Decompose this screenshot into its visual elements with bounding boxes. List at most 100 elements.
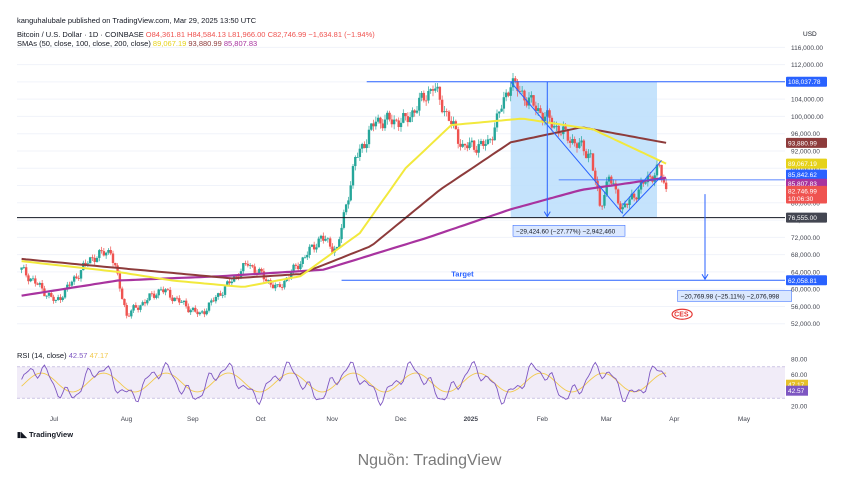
rsi-tag-text: 42.57 xyxy=(788,388,805,395)
candle xyxy=(70,280,74,288)
tv-brand: TradingView xyxy=(28,430,74,439)
candle xyxy=(632,191,636,202)
candle xyxy=(532,95,535,107)
candle xyxy=(228,278,231,287)
candle xyxy=(392,115,396,130)
candle xyxy=(509,82,512,102)
candle xyxy=(72,274,76,285)
candle xyxy=(479,138,483,146)
candle xyxy=(68,281,71,288)
candle-body xyxy=(164,289,167,293)
candle-body xyxy=(38,283,42,285)
candle xyxy=(436,83,439,93)
candle xyxy=(548,108,551,123)
candle-body xyxy=(100,250,103,252)
candle xyxy=(29,277,32,283)
candle-body xyxy=(278,284,282,288)
candle-body xyxy=(139,305,142,310)
y-tick-label: 80,000.00 xyxy=(791,200,820,207)
candle-body xyxy=(104,252,108,256)
candle-body xyxy=(102,251,106,256)
candle xyxy=(616,188,620,205)
candle-body xyxy=(116,265,119,274)
rsi-tick-label: 20.00 xyxy=(791,404,808,411)
candle xyxy=(296,262,300,271)
candle-body xyxy=(578,142,581,148)
candle xyxy=(447,110,451,122)
y-tick-label: 60,000.00 xyxy=(791,287,820,294)
candle xyxy=(626,203,629,209)
candle-body xyxy=(77,278,80,279)
candle xyxy=(477,139,480,158)
candle xyxy=(628,196,631,209)
candle xyxy=(61,295,64,302)
candle xyxy=(388,110,391,122)
candle-body xyxy=(56,297,60,300)
candle-body xyxy=(388,112,391,120)
candle-body xyxy=(59,297,62,300)
candle xyxy=(246,260,250,268)
candle-body xyxy=(358,148,362,158)
candle xyxy=(399,117,403,132)
tag-sma100-text: 93,880.99 xyxy=(788,140,817,147)
candle-body xyxy=(27,275,30,282)
candle xyxy=(418,92,421,116)
candle-body xyxy=(45,295,48,297)
candle-body xyxy=(75,276,78,279)
candle-body xyxy=(427,90,430,101)
candle-body xyxy=(63,288,67,298)
candle-body xyxy=(150,293,154,295)
candle-body xyxy=(472,140,476,150)
watermark-ellipse xyxy=(671,308,693,320)
candle-body xyxy=(523,90,526,101)
candle xyxy=(132,304,135,314)
candle xyxy=(614,179,618,194)
candle-body xyxy=(354,157,357,167)
candle xyxy=(196,309,199,317)
candle-body xyxy=(267,280,270,282)
time-axis: Jul Aug Sep Oct Nov Dec 2025 Feb Mar Apr May xyxy=(50,416,751,423)
candle-body xyxy=(514,78,517,82)
wedge-upper xyxy=(622,160,662,206)
candle-body xyxy=(212,300,215,302)
candle-body xyxy=(242,263,245,272)
candle-body xyxy=(374,121,378,127)
candle xyxy=(93,254,96,265)
candle-body xyxy=(303,257,307,259)
candle-body xyxy=(628,199,631,205)
candle xyxy=(397,117,400,131)
sma-label: SMAs (50, close, 100, close, 200, close) xyxy=(17,39,151,48)
candle-body xyxy=(109,249,112,254)
candle-body xyxy=(482,141,485,146)
candle-body xyxy=(557,125,560,134)
candle xyxy=(637,185,640,200)
candle xyxy=(127,313,131,317)
candle xyxy=(381,119,384,131)
candle-body xyxy=(148,293,151,301)
candle-body xyxy=(180,302,183,303)
candle-body xyxy=(280,287,284,288)
candle-body xyxy=(24,267,28,276)
candle-body xyxy=(166,289,170,291)
candle-body xyxy=(54,299,58,301)
candle xyxy=(386,110,389,125)
candle-body xyxy=(452,121,455,125)
candle xyxy=(578,138,581,149)
candle xyxy=(310,244,314,248)
candle-body xyxy=(415,110,419,113)
candle-body xyxy=(356,157,359,158)
y-tick-label: 68,000.00 xyxy=(791,252,820,259)
candle xyxy=(264,276,268,282)
candle xyxy=(504,89,508,102)
target-arrow xyxy=(701,194,709,281)
y-tick-label: 116,000.00 xyxy=(791,45,823,52)
candle xyxy=(328,236,332,250)
candle-body xyxy=(66,284,69,289)
candle-body xyxy=(294,264,298,266)
candle-body xyxy=(600,205,604,207)
candle xyxy=(91,254,94,262)
candle-body xyxy=(228,281,231,284)
candle xyxy=(317,236,320,248)
candle-body xyxy=(50,293,53,297)
candle xyxy=(356,152,359,158)
